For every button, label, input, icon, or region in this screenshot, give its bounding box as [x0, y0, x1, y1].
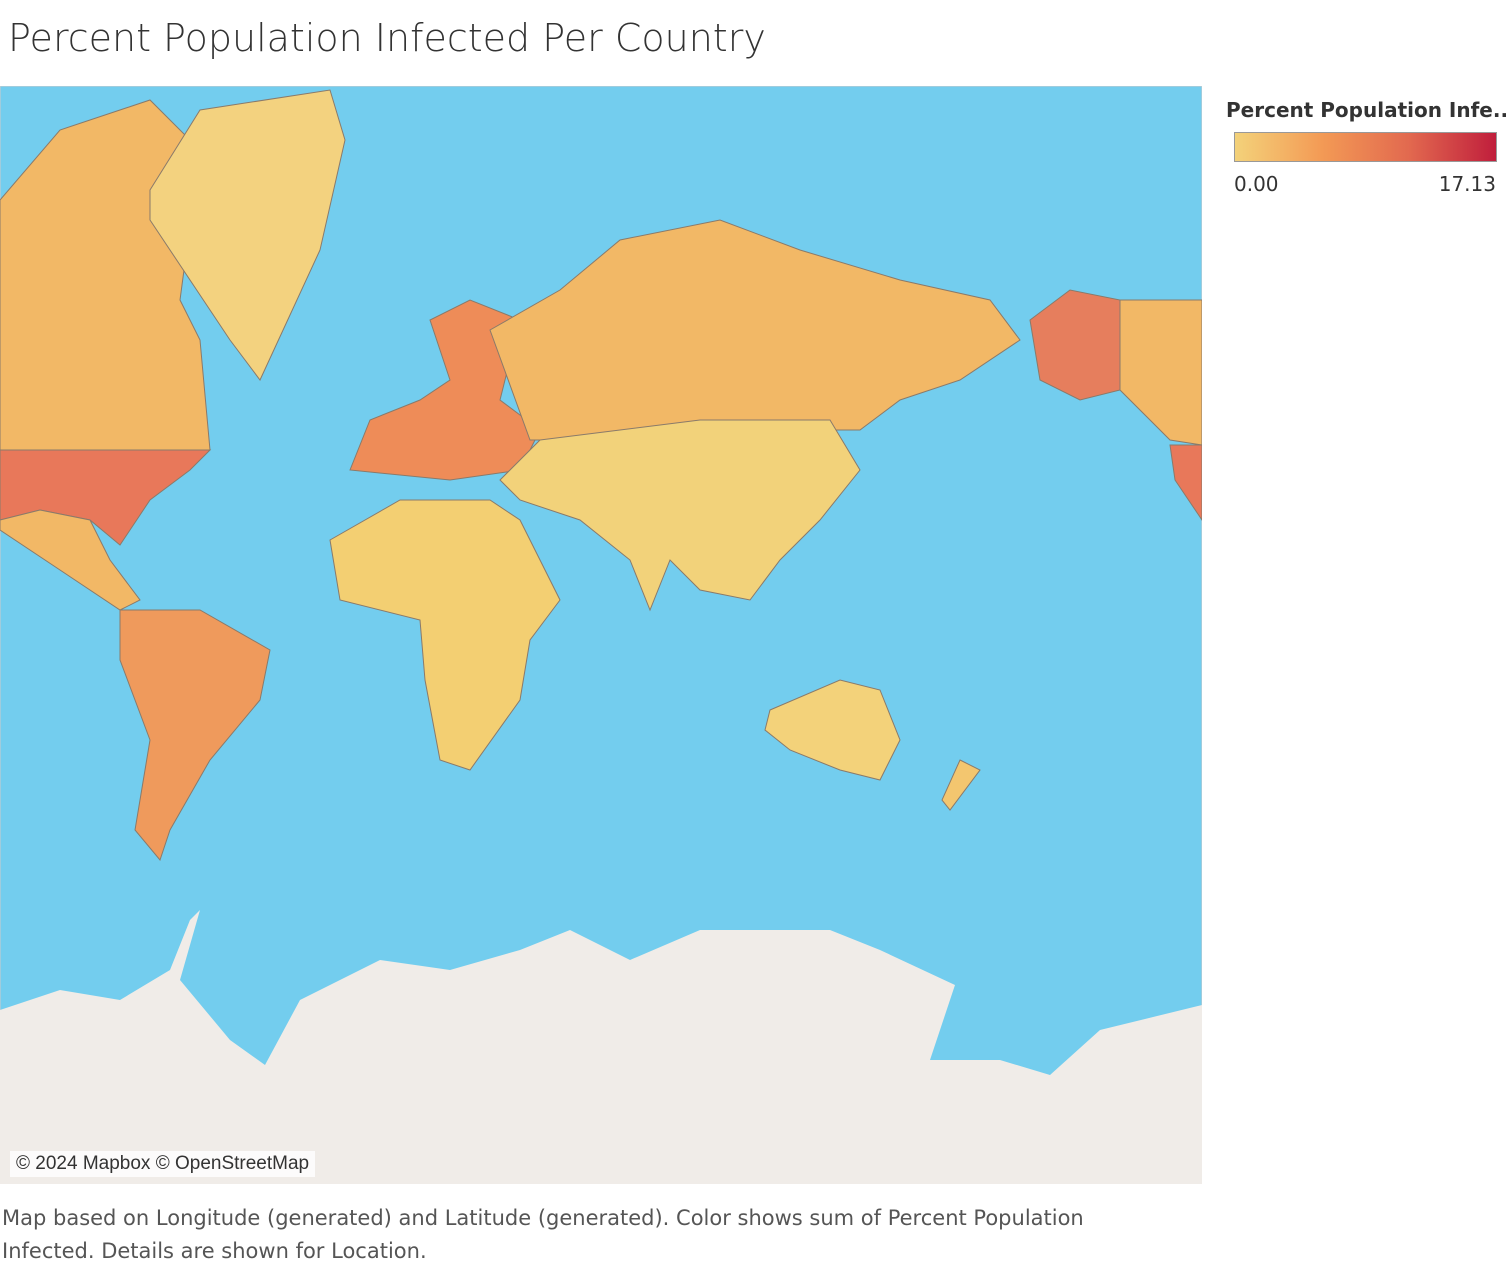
- africa: [329, 499, 561, 771]
- title: Percent Population Infected Per Country: [8, 16, 766, 60]
- legend-title: Percent Population Infe..: [1226, 98, 1506, 122]
- asia: [499, 419, 861, 612]
- map: [0, 86, 1202, 1184]
- new-zealand: [941, 759, 981, 811]
- greenland: [149, 89, 346, 381]
- caption: Map based on Longitude (generated) and L…: [2, 1206, 1084, 1263]
- legend-max-label: 17.13: [1438, 172, 1496, 196]
- attribution: © 2024 Mapbox © OpenStreetMap: [10, 1151, 316, 1177]
- australia: [764, 679, 901, 781]
- canada-east: [1119, 299, 1202, 446]
- antarctica: [0, 910, 1202, 1184]
- legend-min-label: 0.00: [1234, 172, 1279, 196]
- usa-west: [1169, 444, 1202, 521]
- south-america: [119, 609, 271, 862]
- central-america: [0, 509, 141, 611]
- legend-gradient: [1234, 132, 1497, 162]
